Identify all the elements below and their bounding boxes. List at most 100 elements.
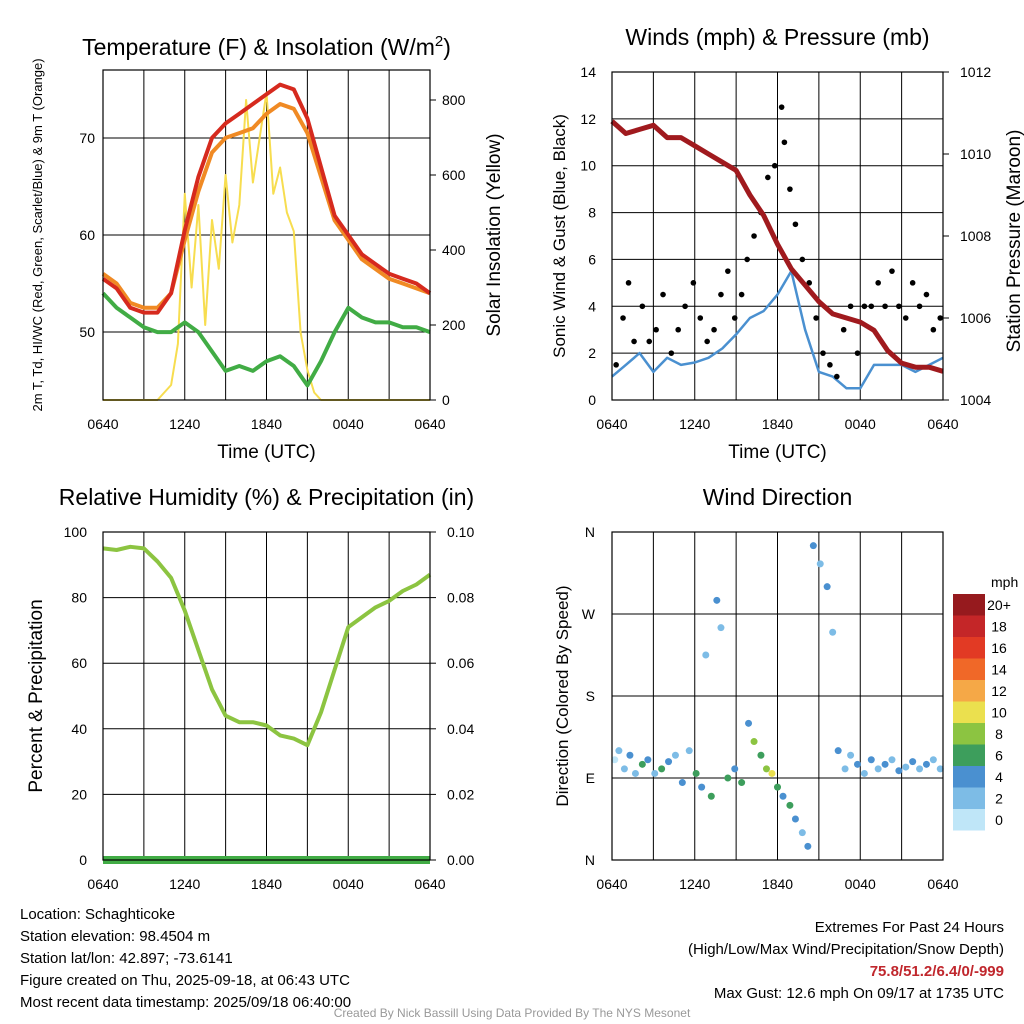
gust-point [916, 303, 923, 310]
direction-point [724, 774, 732, 782]
legend-label: 12 [991, 683, 1007, 699]
x-tick-label: 1240 [169, 416, 200, 432]
gust-point [751, 233, 757, 239]
y-tick-label: 20 [71, 786, 87, 802]
y-tick-label: 70 [79, 130, 95, 146]
y-axis-label: 2m T, Td, HI/WC (Red, Green, Scarlet/Blu… [30, 58, 45, 411]
direction-point [929, 756, 937, 764]
location-text: Location: Schaghticoke [20, 906, 176, 923]
gust-point [631, 338, 637, 345]
plot-frame [611, 71, 944, 401]
gust-point [690, 280, 697, 286]
x-tick-label: 0640 [87, 876, 118, 892]
direction-point [638, 760, 646, 768]
x-tick-label: 0040 [845, 416, 876, 432]
gust-point [889, 268, 895, 274]
gust-point [882, 303, 888, 310]
y-tick-label: W [582, 606, 596, 622]
gust-point [937, 315, 944, 321]
legend-title: mph [991, 574, 1018, 590]
gust-point [738, 291, 745, 298]
gust-point [765, 174, 771, 181]
direction-point [860, 769, 868, 777]
direction-point [791, 815, 799, 823]
y-tick-label: 6 [588, 251, 596, 267]
y2-tick-label: 0.06 [447, 655, 474, 671]
gust-point [781, 139, 788, 146]
legend-swatch [953, 594, 985, 616]
direction-point [757, 751, 765, 759]
gust-point [625, 280, 632, 286]
y-tick-label: 10 [580, 158, 596, 174]
direction-point [895, 767, 903, 775]
direction-point [834, 747, 842, 755]
gust-point [711, 326, 717, 333]
series-line [102, 544, 432, 748]
legend-swatch [953, 766, 985, 788]
x-tick-label: 1840 [251, 416, 282, 432]
direction-point [707, 792, 715, 800]
x-tick-label: 0040 [333, 416, 364, 432]
direction-point [909, 758, 917, 766]
x-axis-label: Time (UTC) [728, 442, 827, 463]
y2-tick-label: 1010 [960, 146, 991, 162]
gust-point [792, 221, 799, 228]
y2-tick-label: 1006 [960, 310, 991, 326]
y-tick-label: 80 [71, 590, 87, 606]
y-tick-label: 0 [79, 852, 87, 868]
gust-point [834, 373, 840, 380]
direction-point [786, 801, 794, 809]
x-tick-label: 1840 [762, 416, 793, 432]
gust-point [675, 326, 681, 333]
direction-point [745, 719, 753, 727]
x-tick-label: 0640 [596, 876, 627, 892]
x-tick-label: 0040 [333, 876, 364, 892]
x-tick-label: 0640 [927, 876, 958, 892]
y2-tick-label: 1008 [960, 228, 991, 244]
gust-point [806, 280, 813, 286]
latlon-text: Station lat/lon: 42.897; -73.6141 [20, 950, 233, 967]
gust-point [660, 291, 666, 298]
gust-point [896, 303, 902, 310]
series-line [610, 119, 944, 374]
gust-point [813, 315, 819, 321]
x-tick-label: 1240 [679, 876, 710, 892]
gust-point [620, 315, 626, 321]
chart-title: Winds (mph) & Pressure (mb) [625, 24, 929, 50]
y2-tick-label: 0 [442, 392, 450, 408]
direction-point [626, 751, 634, 759]
chart-title: Wind Direction [703, 484, 853, 510]
plot-frame [102, 69, 431, 401]
y-tick-label: 8 [588, 205, 596, 221]
legend-label: 18 [991, 618, 1007, 634]
x-tick-label: 1240 [679, 416, 710, 432]
y2-tick-label: 200 [442, 317, 466, 333]
panel-3: 0640 1240 1840 0040 0640 Relative Humidity (%… [26, 484, 474, 892]
direction-point [698, 783, 706, 791]
series-line [101, 102, 431, 310]
direction-point [816, 560, 824, 568]
plot-frame [102, 531, 431, 861]
direction-point [916, 765, 924, 773]
gust-point [704, 338, 710, 345]
direction-point [809, 542, 817, 550]
y-tick-label: 14 [580, 64, 596, 80]
y-tick-label: 2 [588, 345, 596, 361]
x-axis-label: Time (UTC) [217, 442, 316, 463]
legend-swatch [953, 701, 985, 723]
gust-point [875, 280, 881, 286]
gust-point [668, 350, 675, 356]
x-tick-label: 1840 [251, 876, 282, 892]
direction-point [804, 842, 812, 850]
max-gust-text: Max Gust: 12.6 mph On 09/17 at 1735 UTC [713, 985, 1004, 1002]
credit-text: Created By Nick Bassill Using Data Provi… [333, 1006, 691, 1020]
y-tick-label: 60 [79, 227, 95, 243]
direction-point [774, 783, 781, 791]
gust-point [847, 303, 854, 310]
direction-point [922, 760, 930, 768]
y-axis-label: Direction (Colored By Speed) [553, 585, 572, 806]
legend-swatch [953, 637, 985, 659]
direction-point [847, 751, 855, 759]
direction-point [853, 760, 861, 768]
